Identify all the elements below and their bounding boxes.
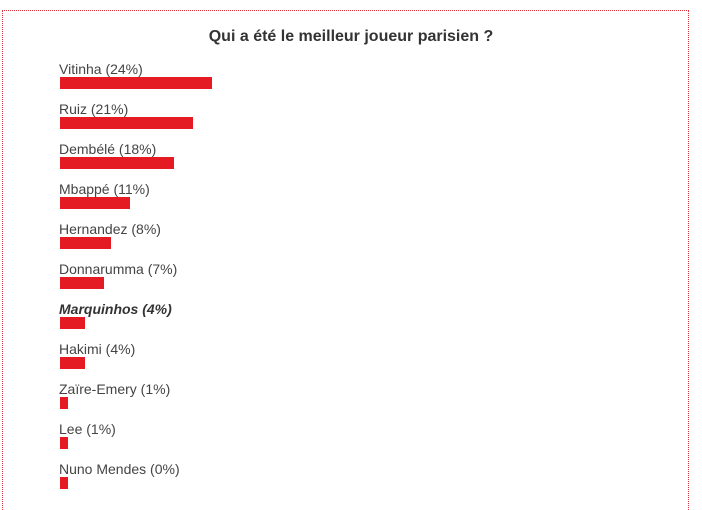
poll-option[interactable]: Vitinha (24%) xyxy=(59,61,659,101)
poll-option-label: Hernandez (8%) xyxy=(59,221,161,237)
poll-option[interactable]: Donnarumma (7%) xyxy=(59,261,659,301)
poll-result-bar xyxy=(60,157,174,169)
poll-option[interactable]: Hernandez (8%) xyxy=(59,221,659,261)
poll-option[interactable]: Mbappé (11%) xyxy=(59,181,659,221)
poll-option-label: Hakimi (4%) xyxy=(59,341,136,357)
poll-result-bar xyxy=(60,477,68,489)
poll-result-bar xyxy=(60,357,85,369)
poll-result-bar xyxy=(60,197,130,209)
poll-result-bar xyxy=(60,317,85,329)
poll-option-label: Dembélé (18%) xyxy=(59,141,157,157)
poll-option-label: Mbappé (11%) xyxy=(59,181,150,197)
poll-option[interactable]: Hakimi (4%) xyxy=(59,341,659,381)
poll-option-label: Donnarumma (7%) xyxy=(59,261,178,277)
poll-result-bar xyxy=(60,277,104,289)
poll-option[interactable]: Dembélé (18%) xyxy=(59,141,659,181)
poll-option[interactable]: Lee (1%) xyxy=(59,421,659,461)
poll-option[interactable]: Marquinhos (4%) xyxy=(59,301,659,341)
poll-option-label: Lee (1%) xyxy=(59,421,116,437)
poll-option[interactable]: Ruiz (21%) xyxy=(59,101,659,141)
poll-option-label: Vitinha (24%) xyxy=(59,61,143,77)
poll-option[interactable]: Nuno Mendes (0%) xyxy=(59,461,659,501)
poll-option-label: Marquinhos (4%) xyxy=(59,301,172,317)
poll-option-label: Zaïre-Emery (1%) xyxy=(59,381,171,397)
poll-result-bar xyxy=(60,437,68,449)
poll-results-list: Vitinha (24%) Ruiz (21%) Dembélé (18%) M… xyxy=(59,61,659,501)
poll-option[interactable]: Zaïre-Emery (1%) xyxy=(59,381,659,421)
poll-result-bar xyxy=(60,117,193,129)
poll-title: Qui a été le meilleur joueur parisien ? xyxy=(208,28,494,45)
poll-option-label: Ruiz (21%) xyxy=(59,101,129,117)
poll-result-bar xyxy=(60,397,68,409)
poll-frame xyxy=(2,10,689,510)
poll-option-label: Nuno Mendes (0%) xyxy=(59,461,180,477)
poll-result-bar xyxy=(60,77,212,89)
poll-result-bar xyxy=(60,237,111,249)
